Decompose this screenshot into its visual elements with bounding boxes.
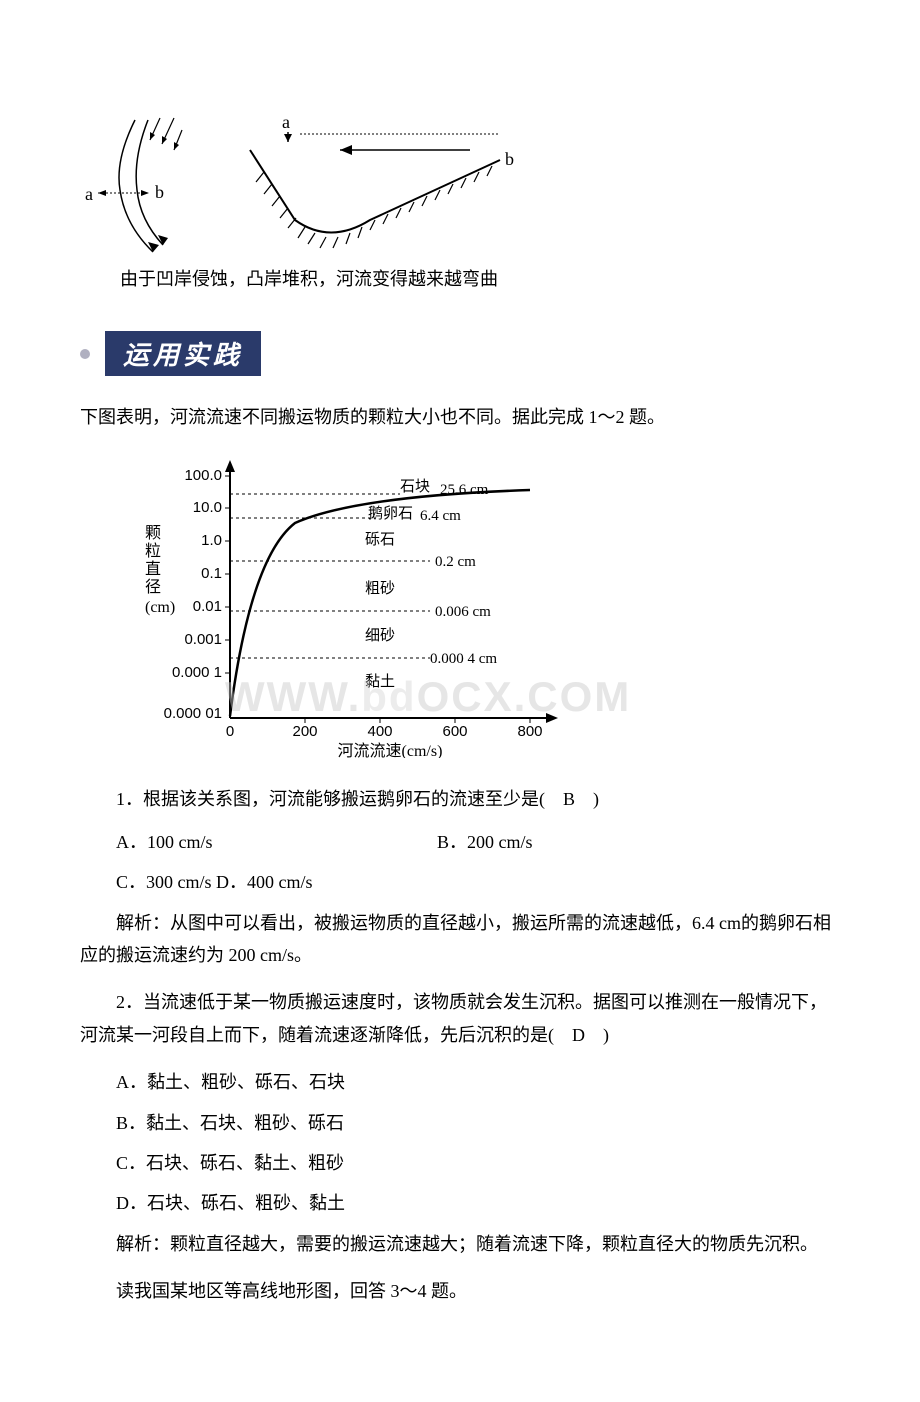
svg-text:0.000 1: 0.000 1 bbox=[172, 664, 222, 681]
svg-text:100.0: 100.0 bbox=[184, 467, 222, 484]
label-a-right: a bbox=[282, 112, 290, 132]
q2-text: 2．当流速低于某一物质搬运速度时，该物质就会发生沉积。据图可以推测在一般情况下，… bbox=[80, 986, 840, 1051]
svg-text:黏土: 黏土 bbox=[365, 673, 395, 690]
q1-optD: D．400 cm/s bbox=[216, 872, 313, 892]
banner-dot-icon bbox=[80, 349, 90, 359]
label-b-right: b bbox=[505, 149, 514, 169]
label-a-left: a bbox=[85, 184, 93, 204]
q1-explain: 解析：从图中可以看出，被搬运物质的直径越小，搬运所需的流速越低，6.4 cm的鹅… bbox=[80, 907, 840, 972]
q1-optC: C．300 cm/s bbox=[116, 872, 212, 892]
q1-optA: A．100 cm/s bbox=[116, 832, 213, 852]
x-axis-label: 河流流速(cm/s) bbox=[338, 742, 443, 758]
q2-optC: C．石块、砾石、黏土、粗砂 bbox=[80, 1147, 840, 1179]
svg-text:石块: 石块 bbox=[400, 478, 430, 495]
svg-text:细砂: 细砂 bbox=[365, 627, 395, 644]
svg-text:0.01: 0.01 bbox=[193, 598, 222, 615]
q2-explain: 解析：颗粒直径越大，需要的搬运流速越大；随着流速下降，颗粒直径大的物质先沉积。 bbox=[80, 1228, 840, 1260]
q1-options-cd: C．300 cm/s D．400 cm/s bbox=[80, 866, 840, 898]
velocity-diameter-chart: 100.0 10.0 1.0 0.1 0.01 0.001 0.000 1 0.… bbox=[110, 448, 590, 758]
banner-title: 运用实践 bbox=[105, 331, 261, 376]
river-bend-diagram: a b bbox=[80, 110, 840, 291]
label-b-left: b bbox=[155, 182, 164, 202]
svg-text:25.6 cm: 25.6 cm bbox=[440, 482, 489, 498]
diagram-caption: 由于凹岸侵蚀，凸岸堆积，河流变得越来越弯曲 bbox=[120, 265, 840, 291]
svg-text:6.4 cm: 6.4 cm bbox=[420, 508, 461, 524]
svg-text:0.006 cm: 0.006 cm bbox=[435, 604, 491, 620]
y-axis-label: 颗 粒 直 径 (cm) bbox=[145, 524, 175, 616]
svg-text:粗砂: 粗砂 bbox=[365, 580, 395, 597]
svg-text:0.000 01: 0.000 01 bbox=[164, 705, 222, 722]
svg-text:鹅卵石: 鹅卵石 bbox=[368, 505, 413, 522]
svg-text:400: 400 bbox=[367, 723, 392, 740]
svg-text:200: 200 bbox=[292, 723, 317, 740]
svg-text:600: 600 bbox=[442, 723, 467, 740]
q1-text: 1．根据该关系图，河流能够搬运鹅卵石的流速至少是( B ) bbox=[80, 783, 840, 815]
right-cross-section: a b bbox=[250, 112, 514, 248]
q3-intro: 读我国某地区等高线地形图，回答 3～4 题。 bbox=[80, 1275, 840, 1307]
intro-text: 下图表明，河流流速不同搬运物质的颗粒大小也不同。据此完成 1～2 题。 bbox=[80, 401, 840, 433]
chart-container: 100.0 10.0 1.0 0.1 0.01 0.001 0.000 1 0.… bbox=[110, 448, 840, 763]
svg-text:10.0: 10.0 bbox=[193, 499, 222, 516]
svg-text:1.0: 1.0 bbox=[201, 532, 222, 549]
svg-text:0.001: 0.001 bbox=[184, 631, 222, 648]
svg-text:0: 0 bbox=[226, 723, 234, 740]
svg-text:0.1: 0.1 bbox=[201, 565, 222, 582]
q1-options-ab: A．100 cm/s B．200 cm/s bbox=[80, 826, 840, 858]
section-banner: 运用实践 bbox=[80, 331, 261, 376]
svg-text:0.2 cm: 0.2 cm bbox=[435, 554, 476, 570]
left-river-sketch: a b bbox=[85, 118, 182, 252]
q1-optB: B．200 cm/s bbox=[437, 832, 533, 852]
q2-optB: B．黏土、石块、粗砂、砾石 bbox=[80, 1107, 840, 1139]
svg-text:0.000 4 cm: 0.000 4 cm bbox=[430, 651, 497, 667]
svg-text:800: 800 bbox=[517, 723, 542, 740]
svg-text:砾石: 砾石 bbox=[365, 531, 395, 548]
q2-optD: D．石块、砾石、粗砂、黏土 bbox=[80, 1187, 840, 1219]
q2-optA: A．黏土、粗砂、砾石、石块 bbox=[80, 1066, 840, 1098]
